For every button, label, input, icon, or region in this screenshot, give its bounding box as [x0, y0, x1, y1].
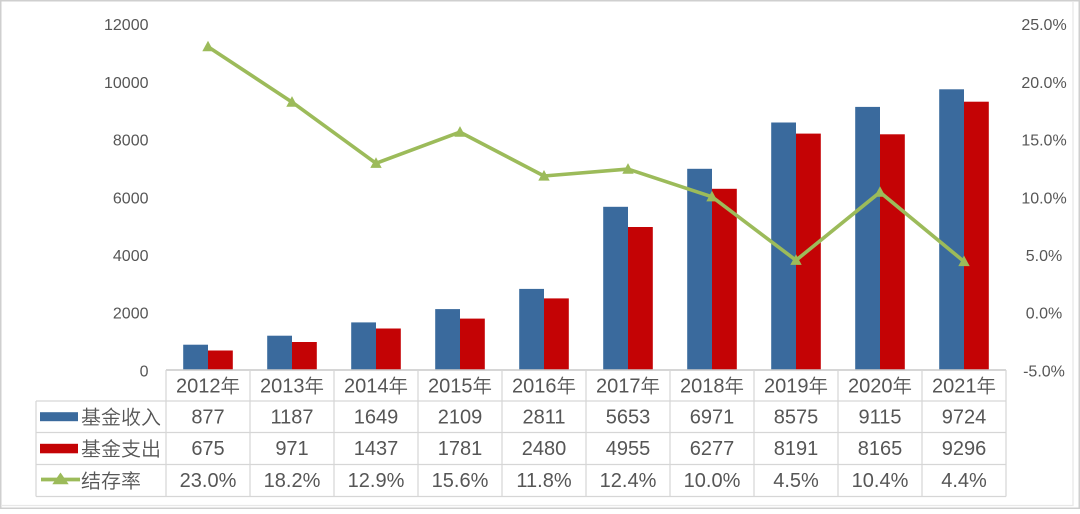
svg-text:8165: 8165: [858, 438, 903, 460]
svg-text:675: 675: [191, 438, 224, 460]
svg-text:6000: 6000: [113, 190, 149, 207]
svg-text:1437: 1437: [354, 438, 399, 460]
svg-text:10.4%: 10.4%: [852, 470, 909, 492]
svg-text:2000: 2000: [113, 306, 149, 323]
svg-text:18.2%: 18.2%: [264, 470, 321, 492]
svg-text:4000: 4000: [113, 248, 149, 265]
svg-text:9724: 9724: [942, 406, 987, 428]
svg-text:2020: 2020: [848, 375, 893, 397]
svg-text:4.4%: 4.4%: [941, 470, 987, 492]
svg-text:4955: 4955: [606, 438, 651, 460]
svg-text:2019: 2019: [764, 375, 809, 397]
svg-text:2014: 2014: [344, 375, 389, 397]
svg-text:1781: 1781: [438, 438, 483, 460]
svg-text:15.0%: 15.0%: [1021, 133, 1066, 150]
svg-text:9115: 9115: [858, 406, 901, 428]
svg-text:10.0%: 10.0%: [1021, 190, 1066, 207]
svg-text:971: 971: [275, 438, 308, 460]
svg-text:9296: 9296: [942, 438, 987, 460]
svg-text:2013: 2013: [260, 375, 305, 397]
svg-text:5.0%: 5.0%: [1026, 248, 1062, 265]
svg-text:20.0%: 20.0%: [1021, 75, 1066, 92]
svg-text:23.0%: 23.0%: [180, 470, 237, 492]
svg-text:1187: 1187: [270, 406, 313, 428]
svg-text:10.0%: 10.0%: [684, 470, 741, 492]
svg-text:0.0%: 0.0%: [1026, 306, 1062, 323]
svg-text:2012: 2012: [176, 375, 221, 397]
svg-text:-5.0%: -5.0%: [1023, 364, 1065, 381]
svg-text:0: 0: [140, 364, 149, 381]
svg-text:12.4%: 12.4%: [600, 470, 657, 492]
svg-text:6277: 6277: [690, 438, 735, 460]
svg-text:12000: 12000: [104, 17, 149, 34]
svg-text:8191: 8191: [774, 438, 819, 460]
svg-text:2018: 2018: [680, 375, 725, 397]
svg-text:10000: 10000: [104, 75, 149, 92]
svg-text:6971: 6971: [690, 406, 735, 428]
svg-text:25.0%: 25.0%: [1021, 17, 1066, 34]
svg-text:2109: 2109: [438, 406, 483, 428]
svg-text:2811: 2811: [522, 406, 565, 428]
svg-text:2016: 2016: [512, 375, 557, 397]
svg-text:11.8%: 11.8%: [516, 470, 571, 492]
svg-text:2480: 2480: [522, 438, 567, 460]
svg-text:8575: 8575: [774, 406, 819, 428]
svg-text:2017: 2017: [596, 375, 641, 397]
svg-text:4.5%: 4.5%: [773, 470, 819, 492]
svg-text:1649: 1649: [354, 406, 399, 428]
svg-text:12.9%: 12.9%: [348, 470, 405, 492]
svg-text:15.6%: 15.6%: [432, 470, 489, 492]
svg-text:8000: 8000: [113, 133, 149, 150]
svg-text:2021: 2021: [932, 375, 977, 397]
svg-text:2015: 2015: [428, 375, 473, 397]
svg-text:5653: 5653: [606, 406, 651, 428]
svg-text:877: 877: [191, 406, 224, 428]
